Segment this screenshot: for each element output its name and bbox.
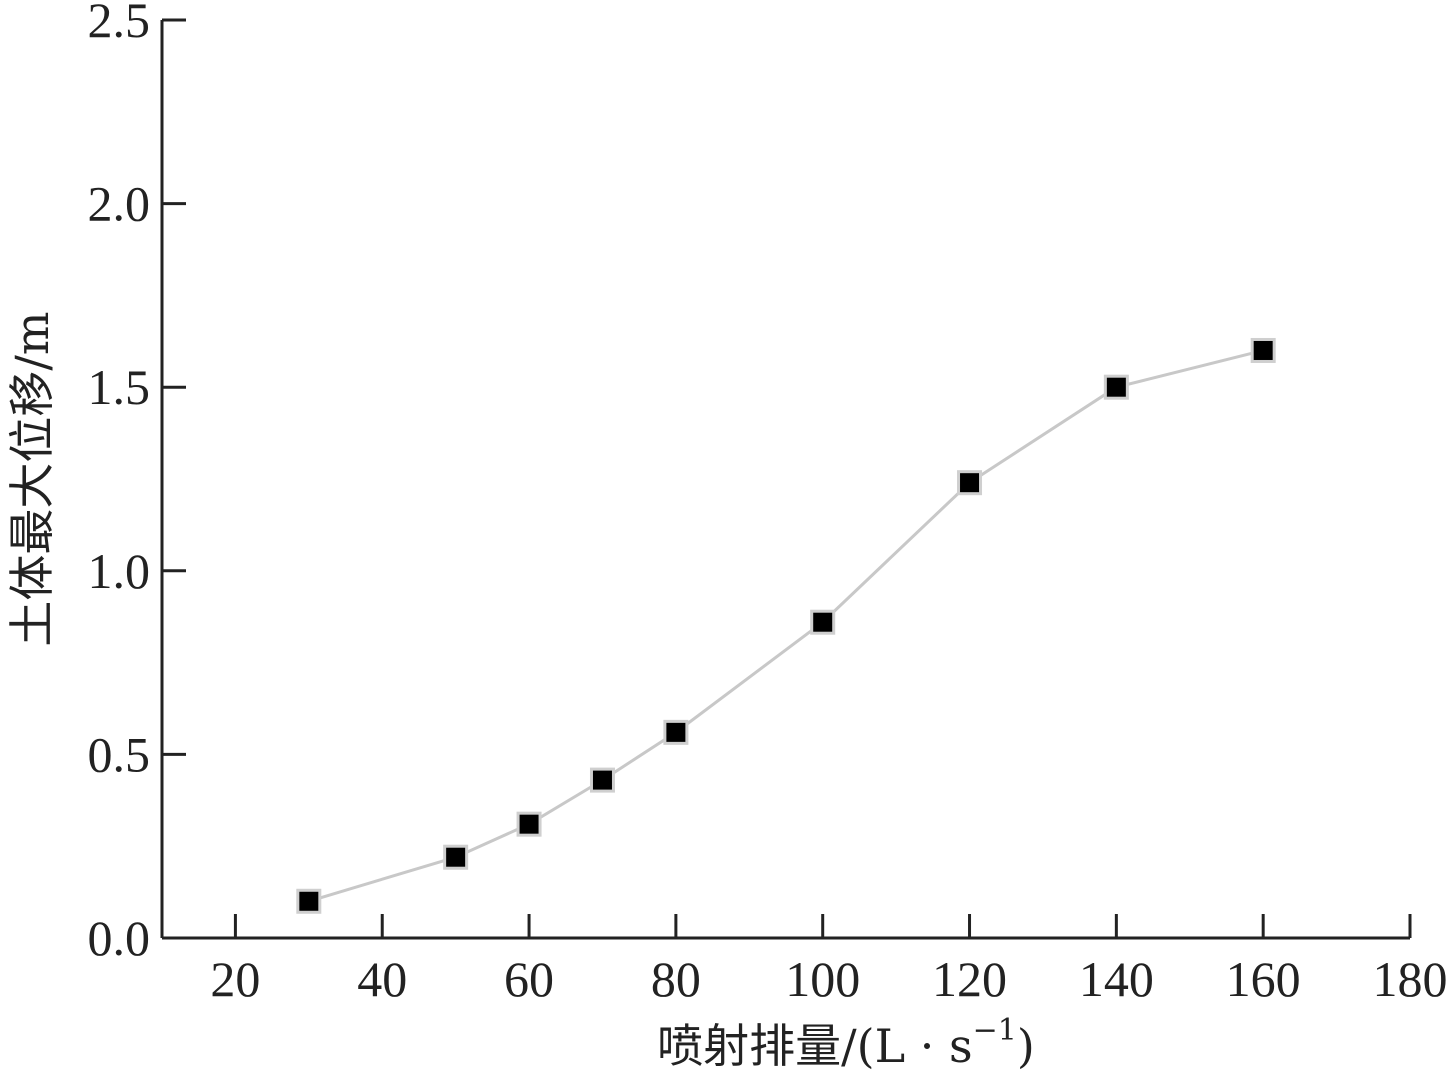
- plot-area: [296, 337, 1276, 914]
- axes: [160, 20, 1410, 940]
- data-point-marker: [1103, 374, 1129, 400]
- x-tick-label: 160: [1226, 951, 1301, 1007]
- data-point-marker: [663, 719, 689, 745]
- x-tick-label: 100: [785, 951, 860, 1007]
- x-ticks: 20 40 60 80 100 120 140 160 180: [210, 914, 1448, 1007]
- data-point-marker: [810, 609, 836, 635]
- x-tick-label: 180: [1373, 951, 1448, 1007]
- x-tick-label: 140: [1079, 951, 1154, 1007]
- x-tick-label: 60: [504, 951, 554, 1007]
- data-point-marker: [957, 470, 983, 496]
- y-axis-title: 土体最大位移/m: [5, 311, 59, 646]
- data-point-marker: [296, 888, 322, 914]
- x-axis-title: 喷射排量/(L · s−1): [657, 1013, 1035, 1073]
- x-tick-label: 80: [651, 951, 701, 1007]
- series-line: [308, 349, 1264, 903]
- y-tick-label: 0.0: [88, 910, 151, 966]
- x-tick-label: 120: [932, 951, 1007, 1007]
- y-tick-label: 2.0: [88, 176, 151, 232]
- y-ticks: 0.0 0.5 1.0 1.5 2.0 2.5: [88, 0, 186, 966]
- x-tick-label: 20: [210, 951, 260, 1007]
- y-tick-label: 1.0: [88, 543, 151, 599]
- data-point-marker: [443, 844, 469, 870]
- data-point-marker: [516, 811, 542, 837]
- data-point-marker: [1250, 337, 1276, 363]
- x-tick-label: 40: [357, 951, 407, 1007]
- y-tick-label: 2.5: [88, 0, 151, 48]
- y-tick-label: 0.5: [88, 726, 151, 782]
- data-point-marker: [589, 767, 615, 793]
- y-tick-label: 1.5: [88, 359, 151, 415]
